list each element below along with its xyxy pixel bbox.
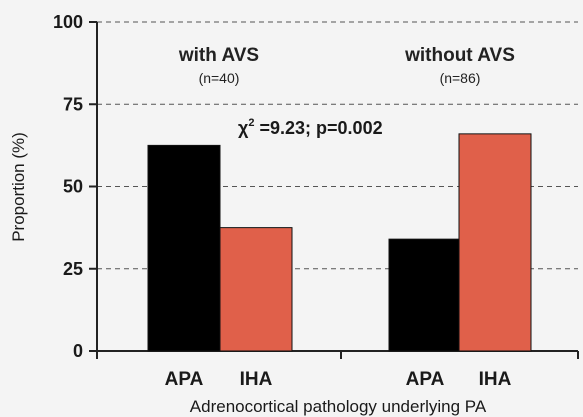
y-tick-label: 0 — [73, 341, 83, 361]
category-label: IHA — [240, 369, 273, 390]
chi-superscript: 2 — [248, 117, 254, 129]
group-title-with-avs: with AVS — [178, 45, 259, 66]
bar-apa-group-1 — [388, 238, 462, 352]
chi-symbol: χ — [238, 118, 249, 138]
category-label: APA — [165, 369, 204, 390]
y-tick-label: 75 — [63, 94, 83, 114]
bar-apa-group-0 — [147, 144, 221, 352]
y-axis-label: Proportion (%) — [9, 132, 28, 242]
chi-value-text: =9.23; p=0.002 — [255, 118, 383, 138]
y-tick-label: 50 — [63, 177, 83, 197]
group-title-without-avs: without AVS — [404, 45, 515, 66]
category-labels: APA IHA APA IHA — [165, 369, 512, 390]
y-tick-label: 25 — [63, 259, 83, 279]
y-axis-ticks: 0 25 50 75 100 — [53, 12, 579, 361]
chi-square-annotation: χ2 =9.23; p=0.002 — [238, 117, 383, 138]
group-n-with-avs: (n=40) — [199, 70, 240, 86]
bars — [147, 133, 532, 352]
y-tick-label: 100 — [53, 12, 83, 32]
bar-iha-group-1 — [458, 133, 532, 352]
category-label: APA — [406, 369, 445, 390]
x-axis-label: Adrenocortical pathology underlying PA — [190, 397, 487, 416]
category-label: IHA — [479, 369, 512, 390]
group-n-without-avs: (n=86) — [440, 70, 481, 86]
bar-iha-group-0 — [219, 227, 293, 352]
